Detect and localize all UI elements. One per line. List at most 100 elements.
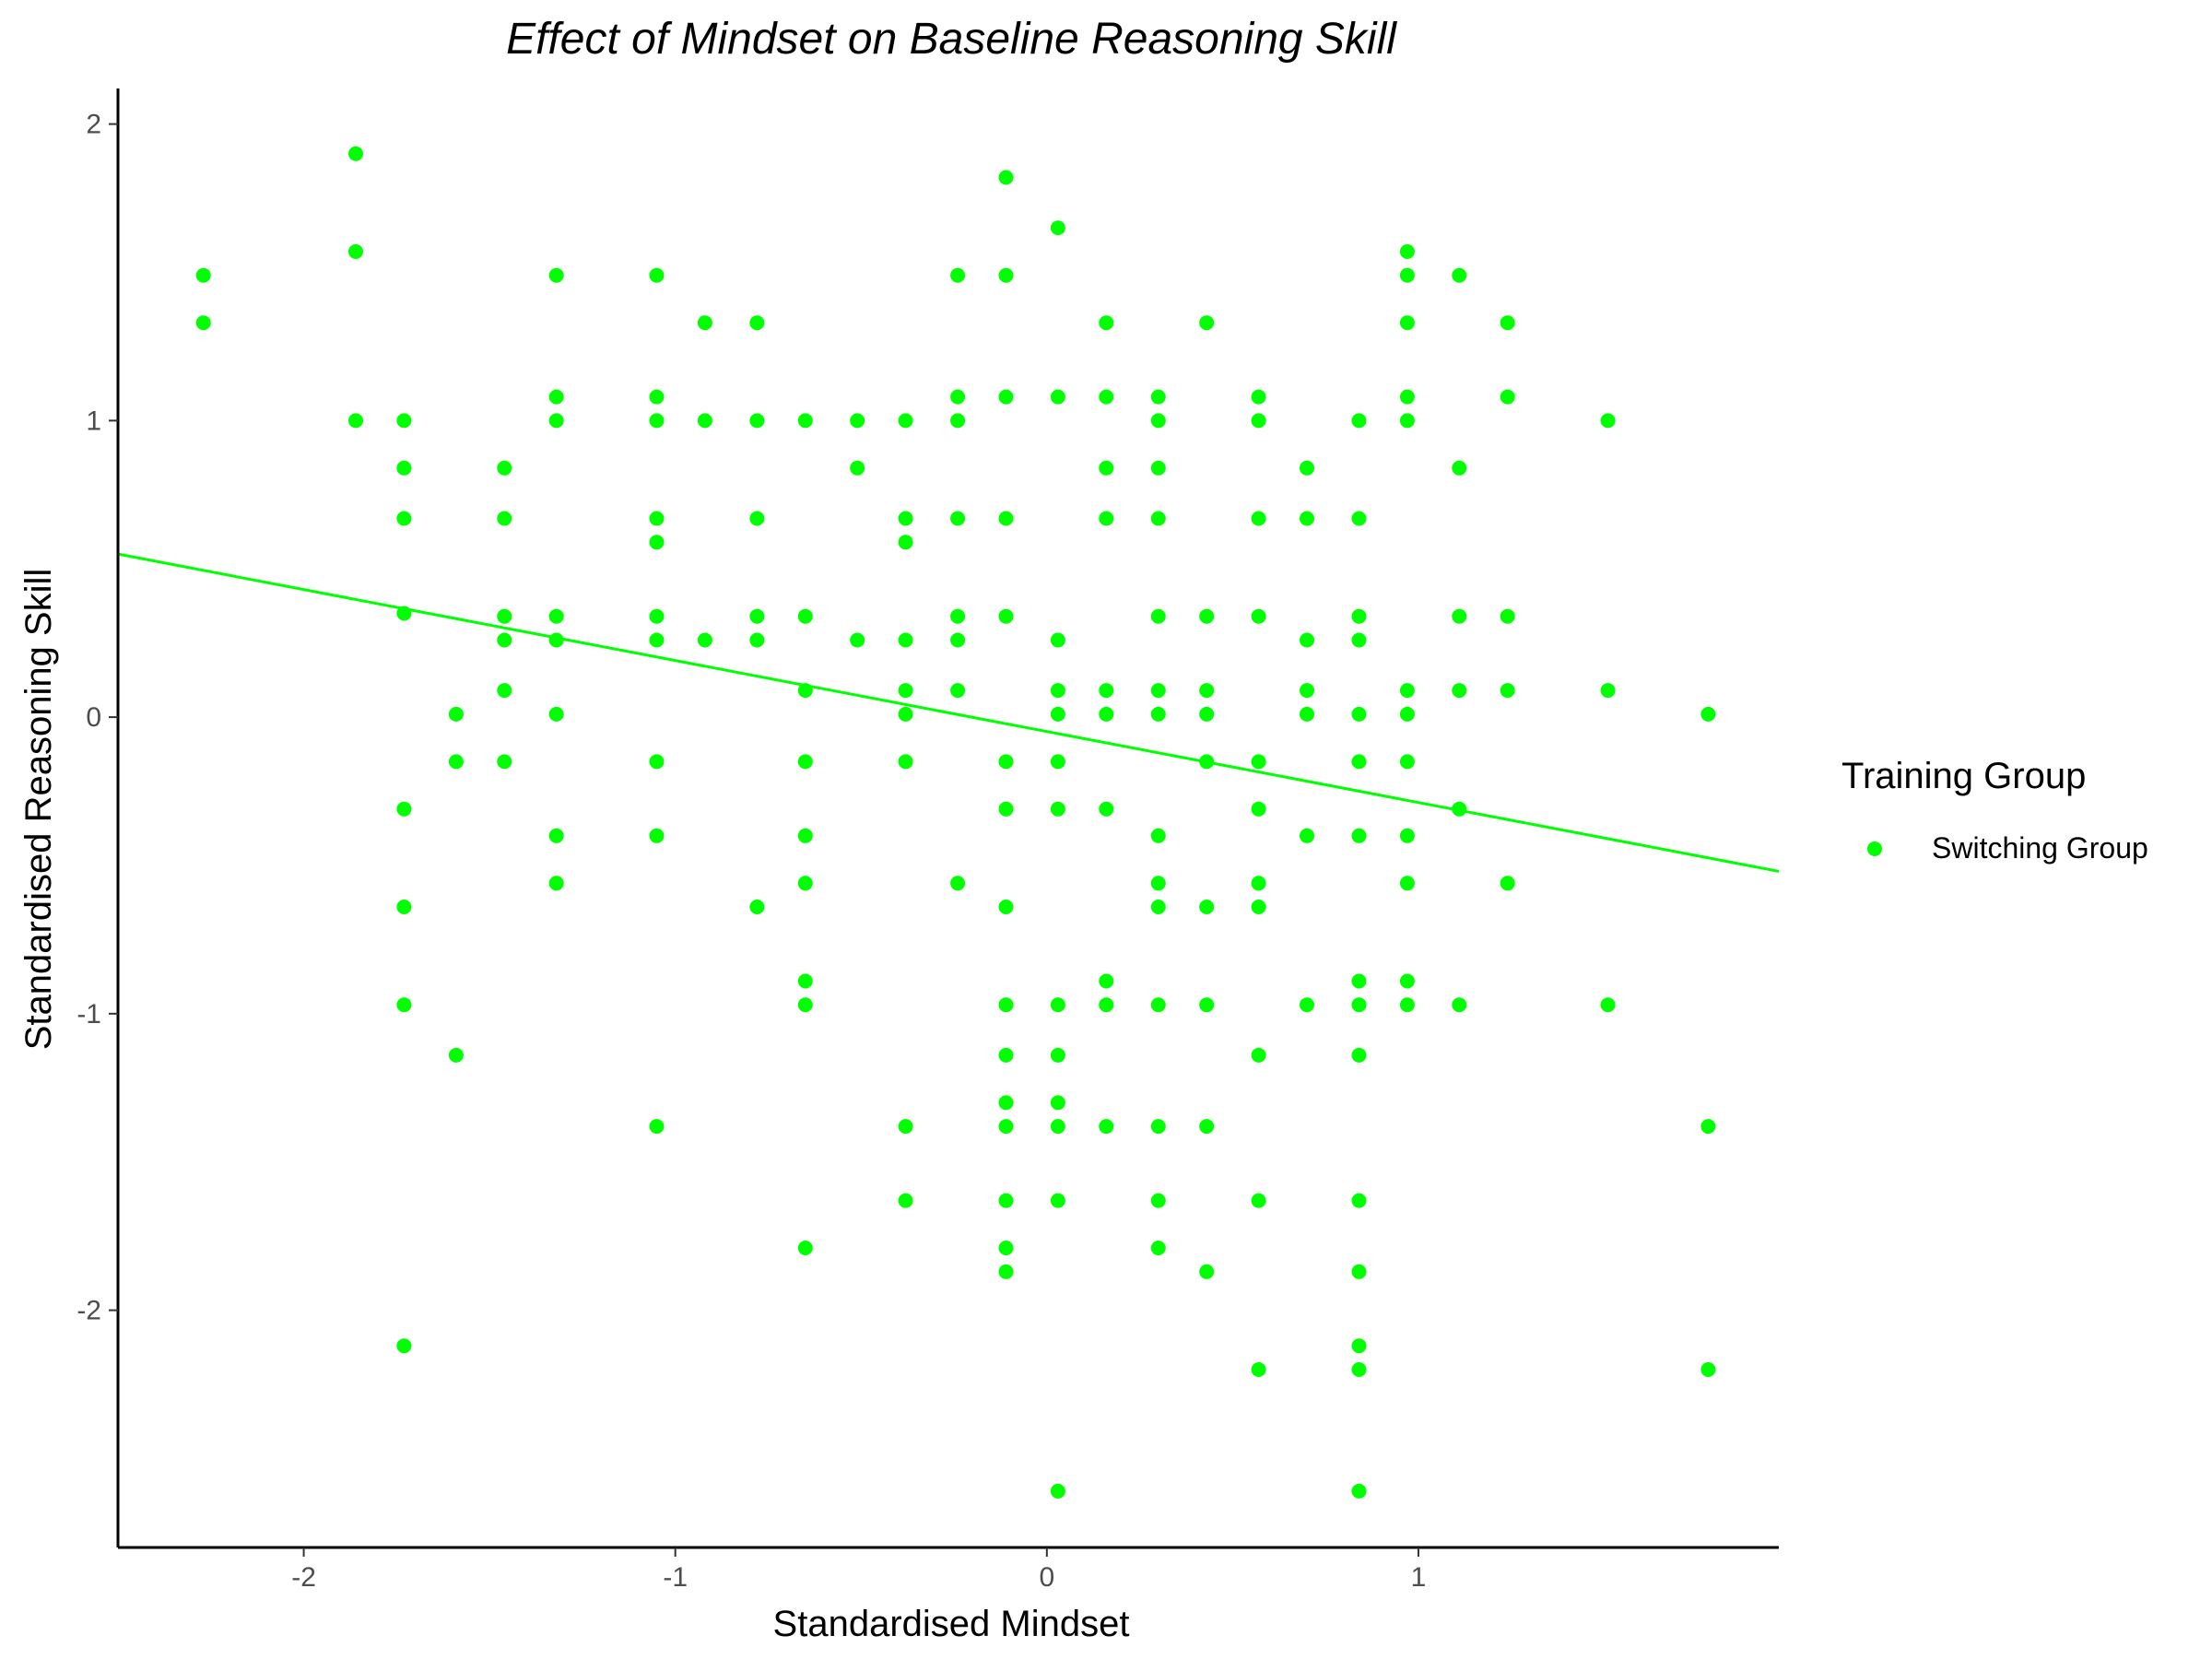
data-point <box>950 683 966 699</box>
data-point <box>850 632 865 648</box>
data-point <box>697 315 712 331</box>
data-point <box>797 683 813 699</box>
data-point <box>1351 754 1367 770</box>
data-point <box>850 413 865 429</box>
data-point <box>1199 683 1215 699</box>
data-point <box>898 535 913 550</box>
data-point <box>1399 683 1415 699</box>
data-point <box>548 608 564 624</box>
data-point <box>898 754 913 770</box>
data-point <box>396 413 412 429</box>
data-point <box>1099 801 1114 817</box>
data-point <box>1050 1119 1065 1135</box>
data-point <box>1150 1193 1166 1208</box>
data-point <box>898 1119 913 1135</box>
data-point <box>548 413 564 429</box>
data-point <box>1351 1193 1367 1208</box>
data-point <box>749 315 765 331</box>
data-point <box>1150 460 1166 476</box>
data-point <box>448 754 464 770</box>
data-point <box>649 754 665 770</box>
data-point <box>396 1338 412 1354</box>
data-point <box>1251 754 1266 770</box>
data-point <box>1700 1119 1716 1135</box>
data-point <box>396 511 412 526</box>
data-point <box>749 632 765 648</box>
data-point <box>1300 828 1314 843</box>
data-point <box>749 413 765 429</box>
data-point <box>898 706 913 722</box>
data-point <box>1452 683 1467 699</box>
data-point <box>1150 997 1166 1013</box>
data-point <box>998 801 1014 817</box>
data-point <box>649 828 665 843</box>
y-axis-title: Standardised Reasoning Skill <box>18 569 59 1051</box>
data-point <box>649 511 665 526</box>
data-point <box>1251 801 1266 817</box>
data-point <box>998 754 1014 770</box>
data-point <box>448 706 464 722</box>
data-point <box>548 876 564 891</box>
x-tick-label: -1 <box>663 1562 688 1593</box>
data-point <box>1452 460 1467 476</box>
data-point <box>1452 997 1467 1013</box>
data-point <box>497 754 512 770</box>
data-point <box>649 632 665 648</box>
data-point <box>998 1241 1014 1255</box>
data-point <box>1351 973 1367 989</box>
data-point <box>396 606 412 621</box>
data-point <box>1399 267 1415 283</box>
data-point <box>1452 267 1467 283</box>
data-point <box>649 608 665 624</box>
data-point <box>797 754 813 770</box>
data-point <box>1600 413 1616 429</box>
y-tick-label: 0 <box>86 702 101 733</box>
data-point <box>1399 706 1415 722</box>
data-point <box>1452 608 1467 624</box>
y-tick-label: 2 <box>86 110 101 140</box>
data-point <box>998 997 1014 1013</box>
data-point <box>1050 1047 1065 1063</box>
data-point <box>497 511 512 526</box>
data-point <box>950 511 966 526</box>
data-point <box>1300 706 1314 722</box>
data-point <box>1150 1241 1166 1255</box>
data-point <box>1351 828 1367 843</box>
data-point <box>950 267 966 283</box>
data-point <box>1050 754 1065 770</box>
data-point <box>1351 511 1367 526</box>
data-point <box>898 683 913 699</box>
x-tick-label: -2 <box>291 1562 316 1593</box>
x-tick-label: 0 <box>1039 1562 1054 1593</box>
data-point <box>1351 1338 1367 1354</box>
data-point <box>950 632 966 648</box>
data-point <box>998 170 1014 185</box>
data-point <box>649 267 665 283</box>
data-point <box>1500 876 1515 891</box>
data-point <box>1150 828 1166 843</box>
data-point <box>1099 315 1114 331</box>
data-point <box>1452 801 1467 817</box>
data-point <box>1050 801 1065 817</box>
data-point <box>1351 608 1367 624</box>
data-point <box>1399 244 1415 259</box>
data-point <box>1351 1264 1367 1279</box>
data-point <box>1251 876 1266 891</box>
data-point <box>1150 389 1166 405</box>
data-point <box>1399 413 1415 429</box>
data-point <box>1251 511 1266 526</box>
data-point <box>998 389 1014 405</box>
data-point <box>1251 608 1266 624</box>
data-point <box>1251 1362 1266 1377</box>
data-point <box>797 973 813 989</box>
data-point <box>1050 1095 1065 1111</box>
data-point <box>1351 413 1367 429</box>
data-point <box>1150 706 1166 722</box>
data-point <box>1199 754 1215 770</box>
data-point <box>1351 997 1367 1013</box>
data-point <box>1050 1483 1065 1499</box>
data-point <box>497 632 512 648</box>
data-point <box>1099 460 1114 476</box>
data-point <box>1500 608 1515 624</box>
data-point <box>850 460 865 476</box>
